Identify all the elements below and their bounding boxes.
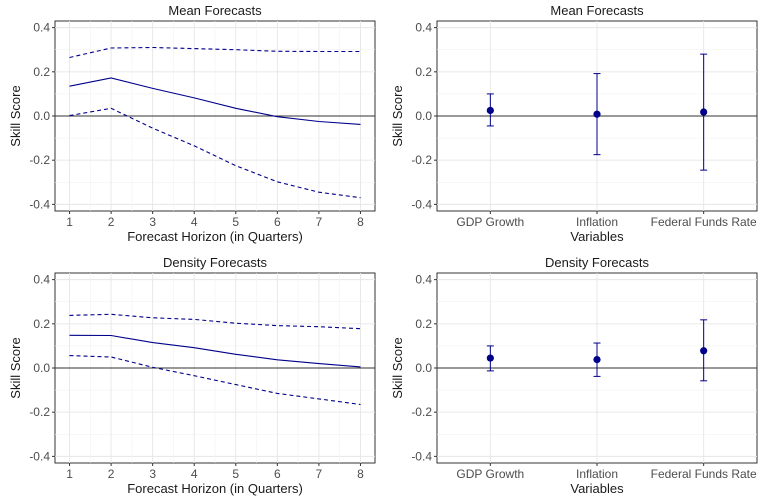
x-axis-label: Variables	[570, 481, 624, 496]
panel-3: -0.4 -0.2 0.0 0.2 0.4 1 2 3 4 5 6 7 8 Density Forecas…	[8, 255, 376, 496]
x-tick-label: 3	[149, 467, 156, 481]
x-tick-label: 1	[66, 467, 73, 481]
x-tick-label: GDP Growth	[456, 467, 524, 481]
panel-1: -0.4 -0.2 0.0 0.2 0.4 1 2 3 4 5 6 7 8 Mean Forecasts F…	[8, 3, 376, 244]
y-tick-label: -0.4	[411, 449, 432, 463]
x-tick-label: 6	[274, 215, 281, 229]
y-tick-label: 0.4	[415, 273, 432, 287]
point-estimate	[593, 110, 601, 118]
x-tick-label: 4	[191, 215, 198, 229]
y-axis-label: Skill Score	[390, 85, 405, 146]
x-tick-label: 5	[232, 215, 239, 229]
x-tick-label: 1	[66, 215, 73, 229]
y-tick-label: 0.0	[33, 361, 50, 375]
x-tick-label: 4	[191, 467, 198, 481]
series-line-upper	[69, 46, 361, 59]
y-axis-label: Skill Score	[390, 337, 405, 398]
x-tick-label: 3	[149, 215, 156, 229]
x-tick-label: Inflation	[576, 215, 618, 229]
series-line-lower	[69, 355, 361, 406]
point-estimate	[486, 106, 494, 115]
series-line-estimate	[69, 77, 361, 125]
panel-2: -0.4 -0.2 0.0 0.2 0.4 GDP Growth Inflation Fede…	[390, 3, 758, 244]
y-tick-label: 0.4	[33, 273, 50, 287]
x-tick-label: 2	[108, 467, 115, 481]
point-estimate	[700, 347, 708, 355]
y-tick-label: -0.2	[411, 405, 432, 419]
y-tick-label: 0.4	[33, 21, 50, 35]
x-tick-label: 7	[316, 215, 323, 229]
x-axis-label: Variables	[570, 229, 624, 244]
y-tick-label: 0.2	[415, 317, 432, 331]
y-tick-label: 0.0	[415, 109, 432, 123]
x-tick-label: GDP Growth	[456, 215, 524, 229]
y-axis-label: Skill Score	[8, 85, 23, 146]
x-tick-label: Federal Funds Rate	[651, 467, 757, 481]
y-tick-label: 0.2	[415, 65, 432, 79]
y-tick-label: 0.0	[33, 109, 50, 123]
point-estimate	[700, 108, 708, 116]
y-tick-label: -0.4	[29, 197, 50, 211]
x-tick-label: 8	[357, 467, 364, 481]
y-tick-label: -0.4	[411, 197, 432, 211]
panel-title: Mean Forecasts	[168, 3, 262, 18]
point-estimate	[486, 354, 494, 362]
series-line-lower	[69, 107, 361, 199]
point-estimate	[593, 356, 601, 364]
panel-title: Density Forecasts	[545, 255, 650, 270]
y-tick-label: -0.4	[29, 449, 50, 463]
y-tick-label: 0.2	[33, 65, 50, 79]
x-tick-label: Federal Funds Rate	[651, 215, 757, 229]
x-tick-label: 2	[108, 215, 115, 229]
x-axis-label: Forecast Horizon (in Quarters)	[127, 229, 303, 244]
panel-4: -0.4 -0.2 0.0 0.2 0.4 GDP Growth Inflation Fede…	[390, 255, 758, 496]
y-tick-label: 0.0	[415, 361, 432, 375]
panel-title: Density Forecasts	[163, 255, 268, 270]
x-axis-label: Forecast Horizon (in Quarters)	[127, 481, 303, 496]
panel-title: Mean Forecasts	[550, 3, 644, 18]
y-tick-label: 0.4	[415, 21, 432, 35]
x-tick-label: Inflation	[576, 467, 618, 481]
y-tick-label: -0.2	[411, 153, 432, 167]
x-tick-label: 6	[274, 467, 281, 481]
y-tick-label: -0.2	[29, 405, 50, 419]
y-tick-label: -0.2	[29, 153, 50, 167]
series-line-estimate	[69, 334, 361, 368]
y-axis-label: Skill Score	[8, 337, 23, 398]
x-tick-label: 7	[316, 467, 323, 481]
y-tick-label: 0.2	[33, 317, 50, 331]
x-tick-label: 8	[357, 215, 364, 229]
x-tick-label: 5	[232, 467, 239, 481]
